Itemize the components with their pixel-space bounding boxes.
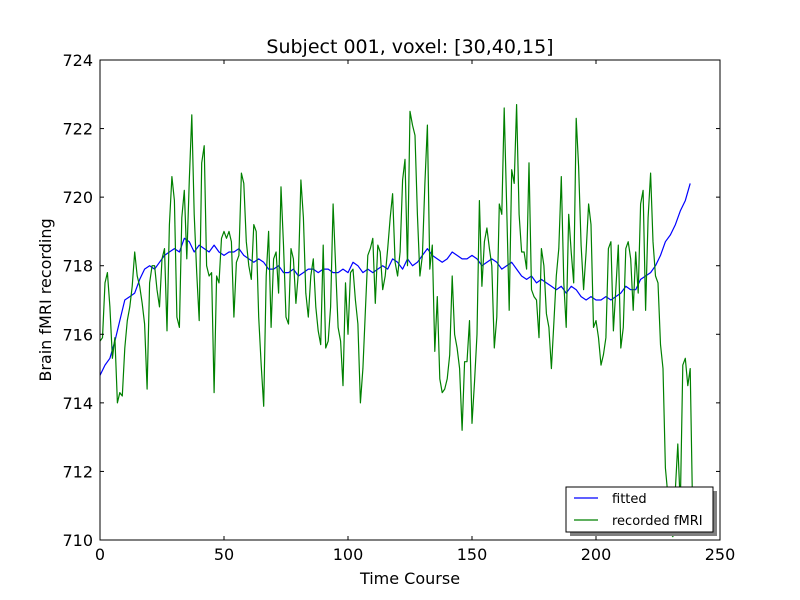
- y-tick-label: 714: [62, 394, 93, 413]
- chart-title: Subject 001, voxel: [30,40,15]: [266, 36, 553, 58]
- x-tick-label: 250: [705, 545, 736, 564]
- y-tick-label: 720: [62, 188, 93, 207]
- y-tick-label: 724: [62, 51, 93, 70]
- plot-lines: [100, 103, 694, 538]
- legend-box: [565, 486, 714, 533]
- legend-label-fitted: fitted: [612, 492, 647, 507]
- x-tick-label: 150: [457, 545, 488, 564]
- y-tick-label: 710: [62, 531, 93, 550]
- y-tick-label: 716: [62, 325, 93, 344]
- y-tick-label: 712: [62, 462, 93, 481]
- x-axis-title: Time Course: [359, 569, 460, 588]
- x-tick-label: 50: [214, 545, 234, 564]
- legend-label-recorded-fmri: recorded fMRI: [612, 514, 703, 529]
- x-axis: 0 50 100 150 200 250: [95, 60, 735, 564]
- y-axis: 710 712 714 716 718 720 722 724: [62, 51, 720, 550]
- legend: fitted recorded fMRI: [565, 486, 717, 536]
- x-tick-label: 200: [581, 545, 612, 564]
- y-axis-title: Brain fMRI recording: [36, 218, 55, 381]
- y-tick-label: 722: [62, 120, 93, 139]
- x-tick-label: 100: [333, 545, 364, 564]
- x-tick-label: 0: [95, 545, 105, 564]
- series-line-recorded-fmri: [100, 103, 694, 538]
- y-tick-label: 718: [62, 257, 93, 276]
- plot-frame: [99, 59, 721, 541]
